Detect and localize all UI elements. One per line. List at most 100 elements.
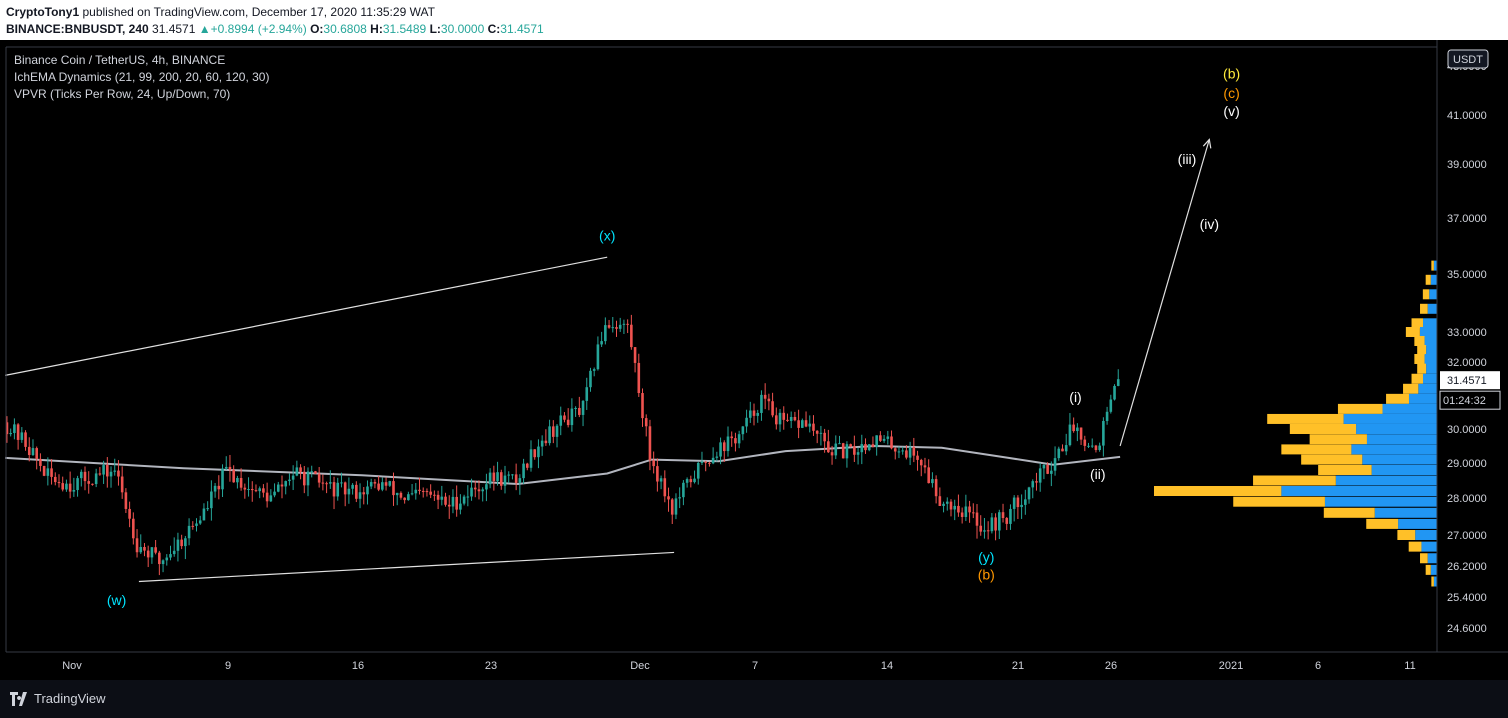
candle-body <box>355 484 358 499</box>
candle-body <box>934 479 938 497</box>
chart-title[interactable]: Binance Coin / TetherUS, 4h, BINANCE <box>14 53 226 67</box>
countdown-value: 01:24:32 <box>1443 395 1486 407</box>
candle-body <box>611 327 615 329</box>
wave-labels: (w) (x) (y) (b) (i) (ii) (iii) (iv) (b) (c) (v) <box>107 65 1240 608</box>
last-price-value: 31.4571 <box>1447 375 1487 387</box>
vp-up-row <box>1343 413 1437 424</box>
candle-body <box>362 492 366 495</box>
candle-body <box>581 400 585 415</box>
candle-body <box>24 432 27 447</box>
candle-body <box>834 443 838 456</box>
candle-body <box>797 420 800 428</box>
chart-svg[interactable]: (w)(x)(y)(b)(i)(ii)(iii)(iv)(b)(c)(v) 43… <box>0 40 1508 680</box>
candle-body <box>838 443 841 445</box>
vp-down-row <box>1281 444 1352 455</box>
candle-body <box>886 436 890 439</box>
candle-body <box>9 433 12 435</box>
high-label: H: <box>370 22 383 36</box>
candle-body <box>1024 499 1027 505</box>
candle-body <box>957 505 960 513</box>
price-change: +0.8994 (+2.94%) <box>210 22 307 36</box>
vp-down-row <box>1425 564 1431 575</box>
candle-body <box>793 416 797 421</box>
open-value: 30.6808 <box>323 22 367 36</box>
candle-body <box>273 491 276 496</box>
candle-body <box>139 547 143 553</box>
candle-body <box>983 530 986 532</box>
candle-body <box>444 496 447 505</box>
candle-body <box>172 550 176 555</box>
symbol-line: BINANCE:BNBUSDT, 240 31.4571 ▲+0.8994 (+… <box>6 21 544 37</box>
x-tick-label: Nov <box>62 660 82 672</box>
vp-up-row <box>1429 289 1437 300</box>
volume-profile <box>1154 260 1437 587</box>
candle-body <box>27 446 31 456</box>
publisher[interactable]: CryptoTony1 <box>6 5 80 19</box>
vp-down-row <box>1337 403 1383 414</box>
vp-down-row <box>1309 434 1367 445</box>
vp-up-row <box>1424 336 1437 346</box>
candle-body <box>971 512 975 514</box>
candle-body <box>700 461 704 463</box>
vp-up-row <box>1398 518 1437 529</box>
candle-body <box>373 482 377 484</box>
candle-body <box>407 494 410 501</box>
chart-background <box>0 40 1508 680</box>
indicator-vpvr[interactable]: VPVR (Ticks Per Row, 24, Up/Down, 70) <box>14 87 231 101</box>
candle-body <box>618 324 622 329</box>
candle-body <box>748 410 752 418</box>
candle-body <box>514 474 518 483</box>
wave-label: (iii) <box>1178 151 1197 167</box>
candle-body <box>853 446 856 455</box>
vp-down-row <box>1408 541 1422 552</box>
trend-line <box>1119 139 1210 447</box>
candle-body <box>161 560 165 565</box>
vp-down-row <box>1417 363 1427 374</box>
candle-body <box>968 506 971 513</box>
candle-body <box>674 498 678 515</box>
candle-body <box>522 463 525 479</box>
vp-down-row <box>1411 318 1423 329</box>
candle-body <box>656 466 659 482</box>
candle-body <box>652 460 655 467</box>
candle-body <box>50 468 53 477</box>
x-tick-label: 6 <box>1315 660 1321 672</box>
candle-body <box>1064 445 1068 452</box>
candle-body <box>908 447 912 458</box>
indicator-ichema[interactable]: IchEMA Dynamics (21, 99, 200, 20, 60, 12… <box>14 70 270 84</box>
vp-down-row <box>1318 465 1372 475</box>
arrow-head <box>1202 138 1212 149</box>
candle-body <box>760 394 763 413</box>
candle-body <box>284 481 288 487</box>
candle-body <box>466 496 470 498</box>
candle-body <box>76 478 79 491</box>
candle-body <box>931 479 934 484</box>
candle-body <box>641 393 644 419</box>
candle-body <box>782 412 786 420</box>
candle-body <box>425 491 429 493</box>
candle-body <box>329 482 332 484</box>
chart-area[interactable]: (w)(x)(y)(b)(i)(ii)(iii)(iv)(b)(c)(v) 43… <box>0 40 1508 680</box>
candle-body <box>964 506 968 517</box>
candle-body <box>213 485 217 492</box>
candle-body <box>1012 497 1016 509</box>
candle-body <box>596 344 600 370</box>
candle-body <box>708 462 711 464</box>
candle-body <box>525 463 529 468</box>
x-tick-label: 23 <box>485 660 497 672</box>
ema-line <box>5 444 1121 486</box>
candle-body <box>295 467 299 476</box>
candle-body <box>860 444 864 453</box>
candle-body <box>585 387 589 401</box>
candle-body <box>5 422 9 435</box>
candle-body <box>113 470 117 472</box>
candle-body <box>808 423 812 427</box>
footer-brand[interactable]: TradingView <box>34 691 106 706</box>
y-tick-label: 26.2000 <box>1447 561 1487 573</box>
candle-body <box>146 550 150 558</box>
vp-down-row <box>1420 303 1428 314</box>
candle-body <box>262 488 265 493</box>
candle-body <box>13 424 16 434</box>
candle-body <box>682 482 685 498</box>
x-tick-label: 14 <box>881 660 893 672</box>
